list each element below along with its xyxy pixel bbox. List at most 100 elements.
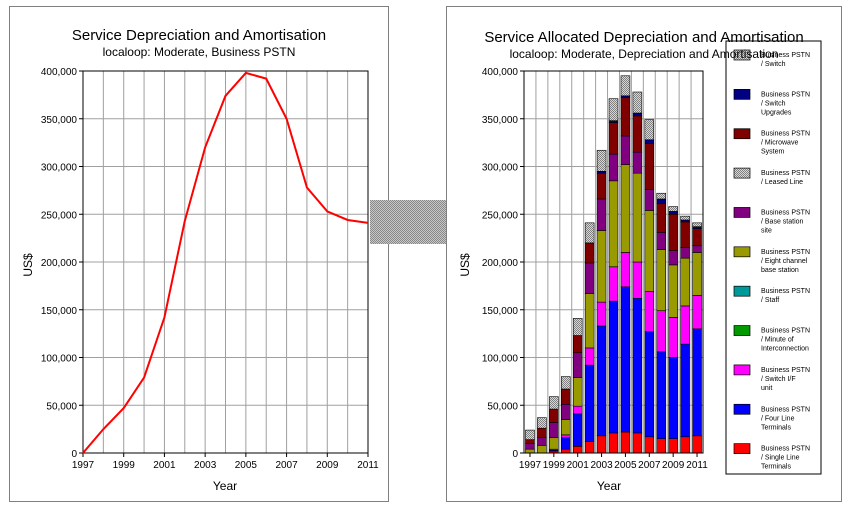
stacked-bar-chart: 0 50,000 100,000 150,000 200,000 250,000 300,0… [458,29,822,493]
bar-segment [537,427,547,439]
bar-segment [668,211,678,215]
y-tick-label: 200,000 [482,258,519,269]
bar-segment [549,422,559,439]
bar-segment [537,437,547,446]
bar-segment [525,443,535,450]
bar-segment [668,250,678,266]
bar-segment [596,172,607,200]
bar-segment [572,405,583,415]
bar-segment [596,230,607,303]
x-tick-label: 2001 [153,460,176,471]
bar-segment [572,377,583,407]
bar-segment [549,437,559,450]
bar-segment [692,222,702,227]
legend-label: Business PSTN / Base station site [761,209,810,234]
chart-subtitle: localoop: Moderate, Business PSTN [103,45,296,59]
x-axis-label: Year [213,479,237,493]
bar-segment [680,215,690,221]
bar-segment [525,429,535,440]
plot-frame [523,70,704,454]
x-tick-label: 2003 [590,460,613,471]
y-tick-label: 400,000 [482,67,519,78]
bar-segment [584,262,595,294]
bar-segment [668,213,678,251]
bar-segment [608,122,619,155]
bar-segment [596,149,607,172]
bar-segment [620,286,631,433]
bar-segment [584,347,595,366]
bar-segment [644,291,655,333]
bar-segment [668,357,678,439]
bar-segment [561,434,571,439]
x-tick-label: 2011 [686,460,708,471]
bar-segment [549,408,559,423]
bar-segment [668,438,678,454]
bar-segment [549,396,559,410]
bar-segment [561,403,571,420]
bar-segment [680,305,690,345]
x-tick-label: 1997 [519,460,542,471]
y-tick-label: 300,000 [482,163,519,174]
bar-segment [584,441,595,454]
bar-segment [644,331,655,438]
bar-segment [644,139,655,144]
x-tick-label: 2009 [662,460,685,471]
bar-segment [584,242,595,264]
y-tick-label: 300,000 [41,163,78,174]
bar-segment [644,143,655,190]
bar-segment [572,335,583,354]
legend-label: Business PSTN / Switch [761,52,810,68]
bar-segment [656,232,666,250]
bar-segment [608,300,619,434]
legend-label: Business PSTN / Staff [761,288,810,304]
x-tick-label: 1997 [72,460,95,471]
bar-segment [680,221,690,248]
y-axis-label: US$ [458,253,472,277]
y-tick-label: 0 [71,449,77,460]
legend-swatch [733,49,751,61]
plot-frame [82,70,369,454]
bar-segment [561,419,571,436]
legend-swatch [733,285,751,297]
x-tick-label: 2007 [275,460,298,471]
y-tick-label: 100,000 [482,354,519,365]
bar-segment [644,210,655,292]
bar-segment [620,164,631,253]
bar-segment [608,180,619,268]
bar-segment [656,192,666,200]
bar-segment [584,364,595,442]
bar-segment [656,198,666,205]
legend-label: Business PSTN / Eight channel base station [761,249,810,274]
bar-segment [584,293,595,349]
bar-segment [632,112,643,117]
y-tick-label: 250,000 [482,210,519,221]
x-tick-label: 2005 [614,460,637,471]
y-tick-label: 150,000 [41,306,78,317]
x-tick-label: 1999 [543,460,566,471]
legend-swatch [733,89,751,100]
bar-segment [561,437,571,450]
bar-segment [656,249,666,312]
bar-segment [644,119,655,141]
bar-segment [692,245,702,253]
bar-segment [680,257,690,307]
bar-segment [572,352,583,378]
legend-label: Business PSTN / Minute of Interconnection [761,328,810,353]
y-axis-label: US$ [21,253,35,277]
bar-segment [620,252,631,288]
x-tick-label: 2005 [235,460,258,471]
legend-swatch [733,403,751,415]
y-tick-label: 150,000 [482,306,519,317]
y-tick-label: 50,000 [46,401,77,412]
bar-segment [692,228,702,247]
y-tick-label: 100,000 [41,354,78,365]
x-tick-label: 1999 [113,460,136,471]
bar-segment [644,436,655,454]
x-axis-label: Year [597,479,621,493]
series-line [82,71,369,454]
legend-label: Business PSTN / Leased Line [761,170,810,186]
line-chart: Service Depreciation and Amortisationloc… [21,27,379,493]
legend-label: Business PSTN / Switch Upgrades [761,91,810,116]
bar-segment [632,151,643,174]
x-tick-label: 2001 [567,460,590,471]
